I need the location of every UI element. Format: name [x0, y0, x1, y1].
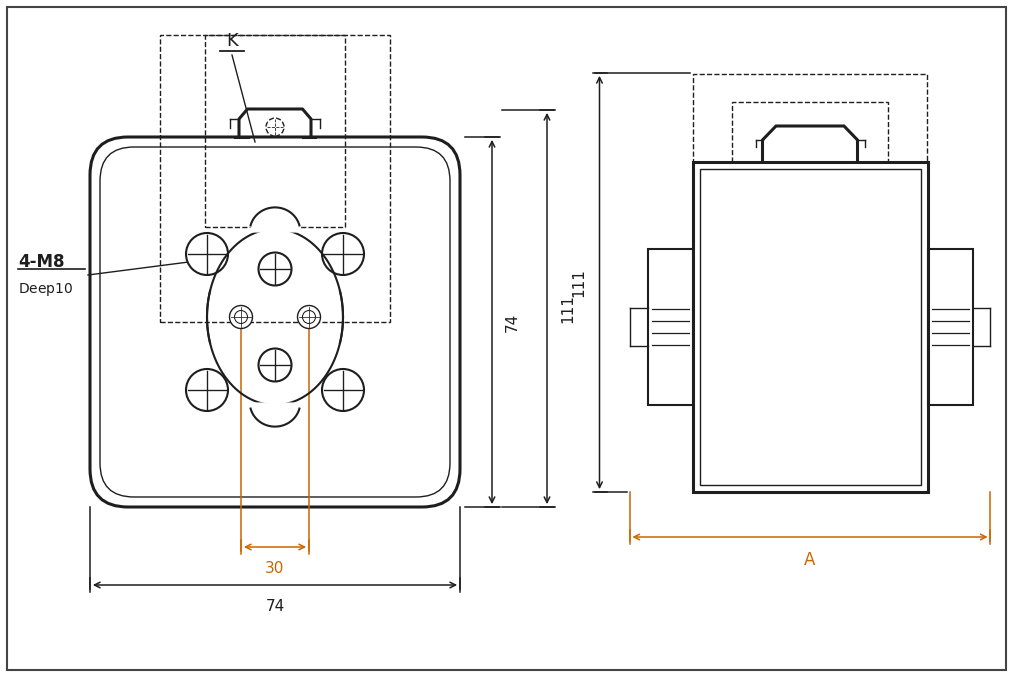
- Circle shape: [186, 233, 228, 275]
- Text: 74: 74: [265, 599, 285, 614]
- Text: 4-M8: 4-M8: [18, 253, 65, 271]
- Text: 30: 30: [265, 561, 285, 576]
- Circle shape: [298, 305, 320, 328]
- Text: 111: 111: [560, 294, 575, 323]
- Circle shape: [322, 233, 364, 275]
- Text: 74: 74: [505, 312, 520, 332]
- Circle shape: [258, 253, 292, 286]
- Circle shape: [303, 311, 315, 324]
- Circle shape: [258, 349, 292, 382]
- Text: 111: 111: [571, 268, 587, 297]
- Circle shape: [186, 369, 228, 411]
- Circle shape: [234, 311, 247, 324]
- Text: A: A: [804, 551, 815, 569]
- Text: K: K: [226, 32, 238, 50]
- FancyBboxPatch shape: [100, 147, 450, 497]
- Circle shape: [266, 118, 284, 136]
- FancyBboxPatch shape: [90, 137, 460, 507]
- Circle shape: [322, 369, 364, 411]
- Text: $\mathregular{Deep}$10: $\mathregular{Deep}$10: [18, 280, 73, 297]
- Circle shape: [230, 305, 252, 328]
